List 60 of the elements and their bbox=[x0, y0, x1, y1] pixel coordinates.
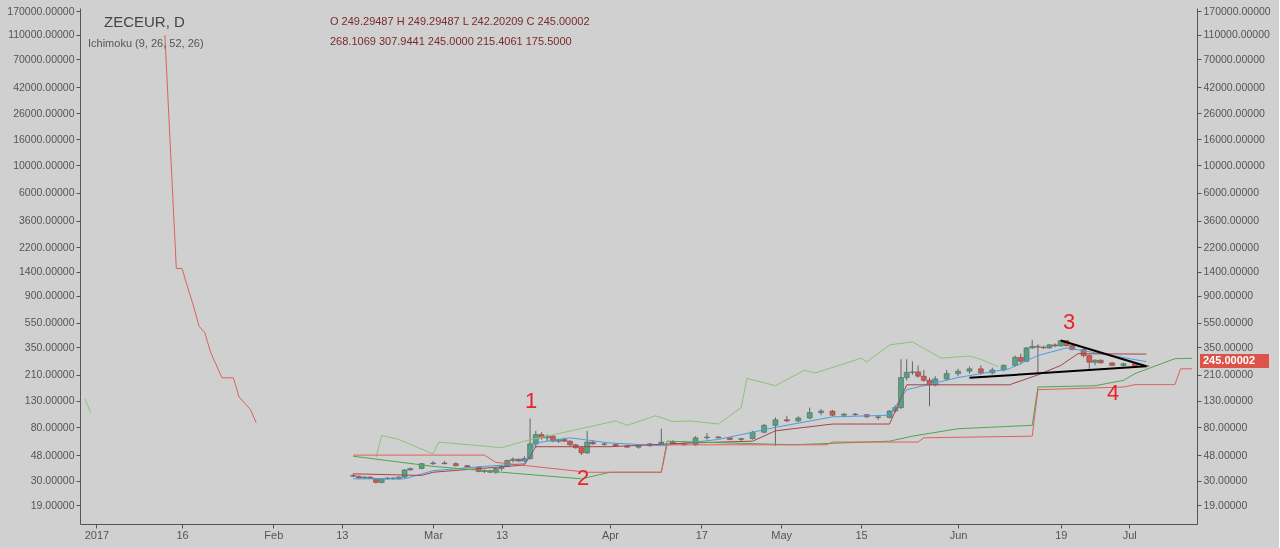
text: 170000.00000 bbox=[1203, 4, 1271, 17]
text: 130.00000 bbox=[1203, 394, 1254, 407]
annotation: O 249.29487 H 249.29487 L 242.20209 C 245.00002 bbox=[330, 15, 590, 27]
y-tick-label: 1400.00000 bbox=[19, 265, 75, 278]
x-tick-label: Mar bbox=[424, 528, 444, 541]
text: 245.00002 bbox=[1203, 354, 1255, 366]
y-tick-label: 19.00000 bbox=[30, 498, 75, 511]
y-tick-label: 70000.00000 bbox=[13, 52, 75, 65]
text: 70000.00000 bbox=[1203, 52, 1265, 65]
y-tick-label: 110000.00000 bbox=[8, 28, 75, 41]
y-tick-label: 130.00000 bbox=[24, 394, 75, 407]
y-tick-label: 3600.00000 bbox=[19, 214, 75, 227]
annotation: 3 bbox=[1062, 309, 1076, 334]
x-tick-label: Jun bbox=[949, 528, 968, 541]
y-tick-label: 26000.00000 bbox=[13, 106, 75, 119]
y-tick-label: 30.00000 bbox=[30, 474, 75, 487]
text: 16000.00000 bbox=[1203, 132, 1265, 145]
text: 550.00000 bbox=[1203, 316, 1254, 329]
y-tick-label: 550.00000 bbox=[24, 316, 75, 329]
x-tick-label: Jul bbox=[1122, 528, 1137, 541]
y-tick-label: 2200.00000 bbox=[19, 240, 75, 253]
text: 19.00000 bbox=[1203, 498, 1248, 511]
text: 48.00000 bbox=[1203, 448, 1248, 461]
chart-title: ZECEUR, D bbox=[104, 13, 185, 30]
text: 10000.00000 bbox=[1203, 158, 1265, 171]
y-tick-label: 170000.00000 bbox=[7, 4, 75, 17]
text: 42000.00000 bbox=[1203, 80, 1265, 93]
x-tick-label: 19 bbox=[1055, 528, 1068, 541]
y-tick-label: 80.00000 bbox=[30, 420, 75, 433]
x-tick-label: 2017 bbox=[84, 528, 110, 541]
text: 350.00000 bbox=[1203, 340, 1254, 353]
text: 1400.00000 bbox=[1203, 265, 1259, 278]
y-tick-label: 10000.00000 bbox=[13, 158, 75, 171]
text: 30.00000 bbox=[1203, 474, 1248, 487]
text: 2200.00000 bbox=[1203, 240, 1259, 253]
text: 80.00000 bbox=[1203, 420, 1248, 433]
y-tick-label: 16000.00000 bbox=[13, 132, 75, 145]
x-tick-label: 16 bbox=[176, 528, 189, 541]
y-tick-label: 48.00000 bbox=[30, 448, 75, 461]
y-tick-label: 210.00000 bbox=[24, 368, 75, 381]
text: 3600.00000 bbox=[1203, 214, 1259, 227]
text: 6000.00000 bbox=[1203, 186, 1259, 199]
y-tick-label: 900.00000 bbox=[24, 289, 75, 302]
y-tick-label: 42000.00000 bbox=[13, 80, 75, 93]
annotation: 1 bbox=[524, 388, 538, 413]
y-tick-label: 6000.00000 bbox=[19, 186, 75, 199]
text: 210.00000 bbox=[1203, 368, 1254, 381]
x-tick-label: May bbox=[771, 528, 793, 541]
x-tick-label: 17 bbox=[695, 528, 708, 541]
x-tick-label: 15 bbox=[855, 528, 868, 541]
x-tick-label: Apr bbox=[601, 528, 620, 541]
x-tick-label: Feb bbox=[264, 528, 284, 541]
y-tick-label: 350.00000 bbox=[24, 340, 75, 353]
text: 900.00000 bbox=[1203, 289, 1254, 302]
annotation: 4 bbox=[1106, 380, 1120, 405]
x-tick-label: 13 bbox=[336, 528, 349, 541]
x-tick-label: 13 bbox=[495, 528, 509, 541]
text: 110000.00000 bbox=[1203, 28, 1270, 41]
text: 26000.00000 bbox=[1203, 106, 1265, 119]
annotation: 268.1069 307.9441 245.0000 215.4061 175.5000 bbox=[330, 35, 572, 47]
